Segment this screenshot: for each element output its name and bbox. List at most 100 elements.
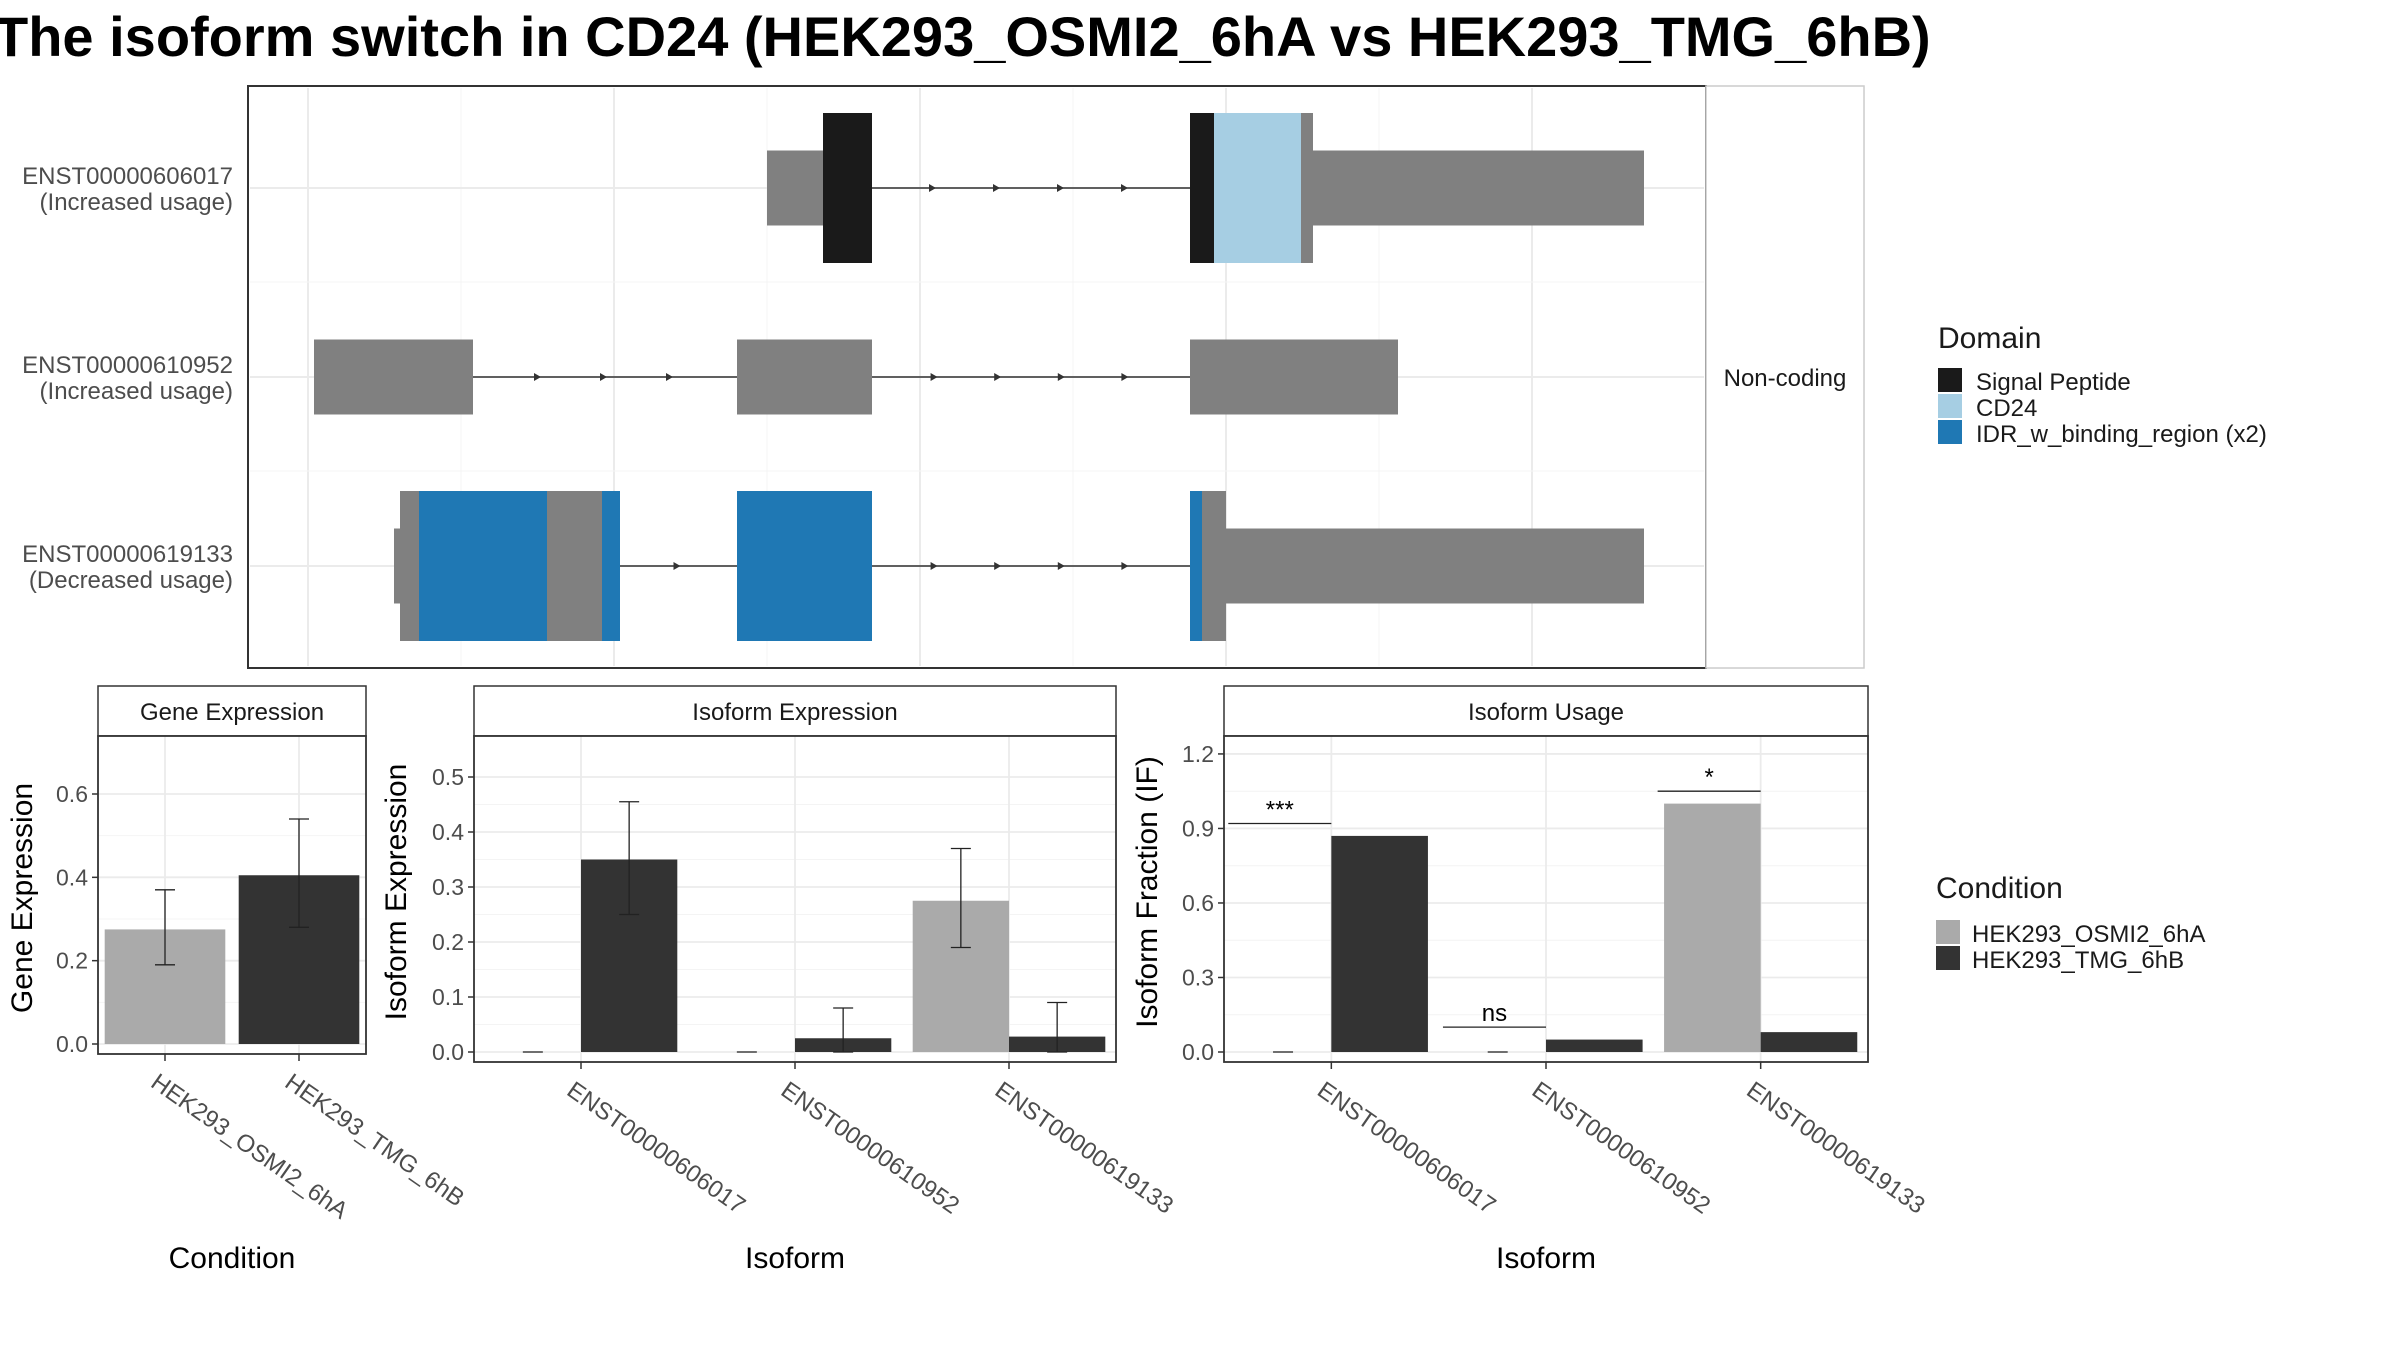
- structure-strip: [1705, 85, 1865, 669]
- isoform-expression-ytick-label-2: 0.2: [432, 929, 464, 955]
- legend-label-idr: IDR_w_binding_region (x2): [1976, 421, 2267, 448]
- intron-arrow-2-2-2: [994, 373, 1002, 381]
- intron-arrow-1-1-1: [929, 184, 936, 192]
- legend-swatch-cd24: [1938, 394, 1962, 418]
- isoform-usage-bar-hek293-tmg-6hb-1: [1546, 1039, 1643, 1052]
- exon-block-2-3: [1190, 339, 1398, 415]
- transcript-usage-1: (Increased usage): [40, 189, 233, 216]
- exon-block-3-4: [547, 491, 602, 641]
- intron-arrow-2-2-3: [1057, 373, 1065, 381]
- intron-arrow-2-1-1: [534, 373, 541, 381]
- intron-arrow-1-1-4: [1121, 184, 1128, 192]
- isoform-expression-ytick-label-5: 0.5: [432, 764, 464, 790]
- isoform-expression-ytick-label-3: 0.3: [432, 874, 464, 900]
- transcript-id-3: ENST00000619133: [22, 541, 233, 568]
- gene-expression-xlabel: Condition: [169, 1242, 296, 1275]
- exon-block-3-1: [394, 528, 400, 604]
- transcript-usage-3: (Decreased usage): [29, 567, 233, 594]
- isoform-usage-ytick-label-3: 0.9: [1182, 815, 1214, 841]
- isoform-usage-xtick-label-0: ENST00000606017: [1312, 1077, 1500, 1220]
- intron-arrow-2-1-2: [600, 373, 607, 381]
- intron-arrow-3-2-3: [1057, 562, 1065, 570]
- domain-legend-title: Domain: [1938, 322, 2041, 355]
- exon-block-1-3: [1190, 113, 1214, 263]
- condition-legend-title: Condition: [1936, 872, 2063, 905]
- isoform-expression-ytick-label-1: 0.1: [432, 984, 464, 1010]
- legend-label-signal-peptide: Signal Peptide: [1976, 369, 2131, 396]
- gene-expression-ytick-label-3: 0.6: [56, 781, 88, 807]
- exon-block-3-6: [737, 491, 872, 641]
- isoform-usage-xlabel: Isoform: [1496, 1242, 1596, 1275]
- isoform-usage-bar-hek293-osmi2-6ha-2: [1664, 803, 1761, 1052]
- gene-expression-title: Gene Expression: [140, 699, 324, 726]
- exon-block-3-3: [419, 491, 547, 641]
- exon-block-2-1: [314, 339, 473, 415]
- isoform-expression-title: Isoform Expression: [692, 699, 897, 726]
- intron-arrow-2-1-3: [666, 373, 673, 381]
- gene-expression-ytick-label-2: 0.4: [56, 864, 88, 890]
- transcript-id-2: ENST00000610952: [22, 352, 233, 379]
- isoform-usage-ytick-label-2: 0.6: [1182, 890, 1214, 916]
- exon-block-3-9: [1226, 528, 1644, 604]
- transcript-usage-2: (Increased usage): [40, 378, 233, 405]
- isoform-expression-xtick-label-0: ENST00000606017: [562, 1077, 750, 1220]
- isoform-usage-bar-hek293-tmg-6hb-2: [1760, 1032, 1858, 1052]
- isoform-usage-bar-hek293-tmg-6hb-0: [1331, 835, 1428, 1052]
- isoform-expression-xlabel: Isoform: [745, 1242, 845, 1275]
- isoform-usage-title: Isoform Usage: [1468, 699, 1624, 726]
- isoform-expression-ytick-label-0: 0.0: [432, 1039, 464, 1065]
- gene-expression-ytick-label-1: 0.2: [56, 948, 88, 974]
- legend-swatch-tmg: [1936, 946, 1960, 970]
- isoform-usage-xtick-label-1: ENST00000610952: [1527, 1077, 1715, 1220]
- intron-arrow-2-2-4: [1121, 373, 1129, 381]
- figure-title: The isoform switch in CD24 (HEK293_OSMI2…: [0, 5, 1931, 68]
- exon-block-1-1: [767, 150, 823, 226]
- legend-label-osmi2: HEK293_OSMI2_6hA: [1972, 921, 2205, 948]
- gene-expression-strip: [97, 685, 367, 737]
- legend-label-tmg: HEK293_TMG_6hB: [1972, 947, 2184, 974]
- isoform-usage-significance-label-2: *: [1704, 764, 1713, 791]
- isoform-usage-plot: 0.00.30.60.91.2***ns*ENST00000606017 ENST…: [1182, 735, 1930, 1220]
- gene-expression-ytick-label-0: 0.0: [56, 1031, 88, 1057]
- exon-block-1-5: [1301, 113, 1313, 263]
- legend-swatch-idr: [1938, 420, 1962, 444]
- exon-block-1-2: [823, 113, 872, 263]
- isoform-expression-panel: Isoform Expression Isoform Expression Is…: [380, 685, 1178, 1275]
- isoform-usage-significance-label-1: ns: [1482, 1000, 1507, 1027]
- exon-block-1-6: [1313, 150, 1644, 226]
- gene-expression-panel-border: [97, 735, 367, 1055]
- structure-panel: Non-coding ENST00000606017 (Increased us…: [22, 85, 1865, 669]
- legend-label-cd24: CD24: [1976, 395, 2037, 422]
- domain-legend: Domain Signal Peptide CD24 IDR_w_binding…: [1938, 322, 2267, 448]
- transcript-id-1: ENST00000606017: [22, 163, 233, 190]
- structure-marks: [314, 113, 1644, 641]
- isoform-expression-xtick-label-1: ENST00000610952: [776, 1077, 964, 1220]
- condition-legend: Condition HEK293_OSMI2_6hA HEK293_TMG_6h…: [1936, 872, 2205, 974]
- intron-arrow-1-1-2: [993, 184, 1000, 192]
- exon-block-2-2: [737, 339, 872, 415]
- intron-arrow-3-2-4: [1121, 562, 1129, 570]
- gene-expression-ylabel: Gene Expression: [6, 783, 39, 1013]
- exon-block-3-7: [1190, 491, 1202, 641]
- exon-block-3-2: [400, 491, 419, 641]
- exon-block-1-4: [1214, 113, 1301, 263]
- intron-arrow-3-2-2: [994, 562, 1002, 570]
- isoform-usage-ytick-label-0: 0.0: [1182, 1039, 1214, 1065]
- legend-swatch-osmi2: [1936, 920, 1960, 944]
- intron-arrow-2-2-1: [930, 373, 938, 381]
- isoform-expression-xtick-label-2: ENST00000619133: [990, 1077, 1178, 1220]
- isoform-usage-ylabel: Isoform Fraction (IF): [1131, 756, 1164, 1028]
- exon-block-3-5: [602, 491, 620, 641]
- intron-arrow-3-2-1: [930, 562, 938, 570]
- intron-arrow-1-1-3: [1057, 184, 1064, 192]
- isoform-usage-ytick-label-1: 0.3: [1182, 964, 1214, 990]
- isoform-expression-ytick-label-4: 0.4: [432, 819, 464, 845]
- isoform-expression-strip: [473, 685, 1117, 737]
- legend-swatch-signal-peptide: [1938, 368, 1962, 392]
- exon-block-3-8: [1202, 491, 1226, 641]
- strip-label-non-coding: Non-coding: [1724, 365, 1847, 392]
- isoform-usage-strip: [1223, 685, 1869, 737]
- isoform-expression-ylabel: Isoform Expression: [380, 764, 413, 1021]
